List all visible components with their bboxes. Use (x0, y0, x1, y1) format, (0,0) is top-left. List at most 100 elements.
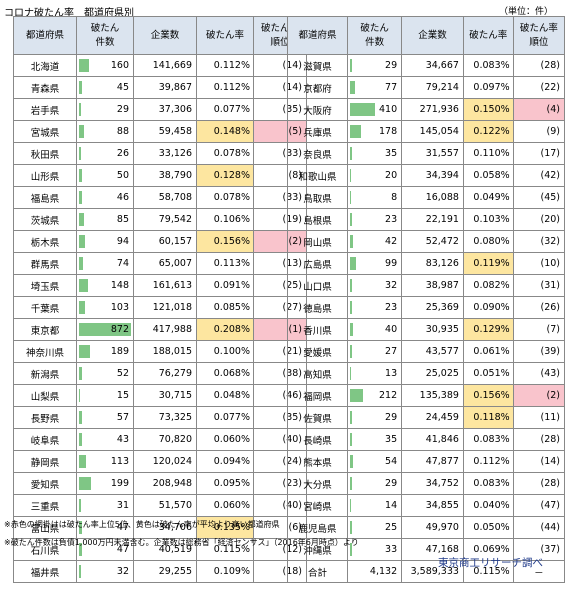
header-rate: 破たん率 (196, 16, 254, 55)
count-cell: 27 (347, 340, 403, 363)
rank-cell: (39) (512, 340, 565, 363)
count-bar (79, 477, 91, 490)
table-row: 山梨県 15 30,715 0.048% (46) (13, 384, 307, 407)
table-row: 広島県 99 83,126 0.119% (10) (286, 252, 565, 275)
count-value: 199 (110, 478, 129, 489)
count-value: 23 (385, 302, 398, 313)
count-value: 74 (116, 258, 129, 269)
pref-cell: 兵庫県 (286, 120, 349, 143)
rate-cell: 0.078% (196, 142, 254, 165)
table-row: 青森県 45 39,867 0.112% (14) (13, 76, 307, 99)
count-cell: 29 (347, 406, 403, 429)
table-row: 島根県 23 22,191 0.103% (20) (286, 208, 565, 231)
count-value: 33 (385, 544, 398, 555)
companies-cell: 79,542 (133, 208, 197, 231)
count-bar (79, 59, 89, 72)
count-cell: 189 (76, 340, 134, 363)
table-row: 東京都 872 417,988 0.208% (1) (13, 318, 307, 341)
left-table: 都道府県 破たん 件数 企業数 破たん率 破たん率 順位 北海道 160 141,669… (13, 16, 307, 583)
rate-cell: 0.091% (196, 274, 254, 297)
count-bar (79, 191, 82, 204)
rate-cell: 0.106% (196, 208, 254, 231)
pref-cell: 茨城県 (13, 208, 77, 231)
note-highlight: ※赤色の網掛けは破たん率上位5位、黄色は破たん率が平均より高い都道府県 (4, 520, 280, 529)
companies-cell: 145,054 (401, 120, 464, 143)
pref-cell: 大阪府 (286, 98, 349, 121)
header-companies: 企業数 (401, 16, 464, 55)
table-row: 岩手県 29 37,306 0.077% (35) (13, 98, 307, 121)
count-cell: 35 (347, 142, 403, 165)
rate-cell: 0.049% (462, 186, 514, 209)
count-bar (79, 169, 82, 182)
table-row: 大阪府 410 271,936 0.150% (4) (286, 98, 565, 121)
count-bar (350, 147, 353, 160)
count-cell: 178 (347, 120, 403, 143)
table-row: 愛媛県 27 43,577 0.061% (39) (286, 340, 565, 363)
count-bar (350, 257, 356, 270)
table-row: 群馬県 74 65,007 0.113% (13) (13, 252, 307, 275)
companies-cell: 135,389 (401, 384, 464, 407)
total-label: 合計 (286, 560, 349, 583)
rate-cell: 0.060% (196, 494, 254, 517)
count-value: 29 (385, 478, 398, 489)
count-cell: 88 (76, 120, 134, 143)
companies-cell: 79,214 (401, 76, 464, 99)
count-value: 872 (110, 324, 129, 335)
count-value: 103 (110, 302, 129, 313)
pref-cell: 京都府 (286, 76, 349, 99)
companies-cell: 25,369 (401, 296, 464, 319)
rate-cell: 0.097% (462, 76, 514, 99)
count-bar (350, 59, 352, 72)
companies-cell: 37,306 (133, 98, 197, 121)
pref-cell: 大分県 (286, 472, 349, 495)
count-bar (79, 279, 88, 292)
count-value: 47 (116, 522, 129, 533)
pref-cell: 三重県 (13, 494, 77, 517)
header-rank-line1: 破たん率 (519, 22, 558, 34)
table-row: 福島県 46 58,708 0.078% (33) (13, 186, 307, 209)
rank-cell: (4) (512, 98, 565, 121)
table-row: 福岡県 212 135,389 0.156% (2) (286, 384, 565, 407)
count-value: 42 (385, 236, 398, 247)
pref-cell: 香川県 (286, 318, 349, 341)
table-row: 兵庫県 178 145,054 0.122% (9) (286, 120, 565, 143)
table-row: 岐阜県 43 70,820 0.060% (40) (13, 428, 307, 451)
count-bar (79, 323, 131, 336)
companies-cell: 59,458 (133, 120, 197, 143)
count-bar (350, 521, 352, 534)
table-row: 愛知県 199 208,948 0.095% (23) (13, 472, 307, 495)
rank-cell: (11) (512, 406, 565, 429)
companies-cell: 41,846 (401, 428, 464, 451)
rate-cell: 0.083% (462, 472, 514, 495)
count-value: 113 (110, 456, 129, 467)
companies-cell: 39,867 (133, 76, 197, 99)
rank-cell: (47) (512, 494, 565, 517)
rate-cell: 0.118% (462, 406, 514, 429)
count-bar (79, 125, 85, 138)
companies-cell: 121,018 (133, 296, 197, 319)
count-bar (350, 499, 351, 512)
count-bar (79, 213, 85, 226)
companies-cell: 51,570 (133, 494, 197, 517)
rank-cell: (28) (512, 428, 565, 451)
count-value: 35 (385, 148, 398, 159)
pref-cell: 鹿児島県 (286, 516, 349, 539)
pref-cell: 埼玉県 (13, 274, 77, 297)
header-row: 都道府県 破たん 件数 企業数 破たん率 破たん率 順位 (13, 16, 307, 55)
table-row: 山口県 32 38,987 0.082% (31) (286, 274, 565, 297)
rank-cell: (2) (512, 384, 565, 407)
count-value: 212 (378, 390, 398, 401)
companies-cell: 417,988 (133, 318, 197, 341)
pref-cell: 神奈川県 (13, 340, 77, 363)
count-value: 410 (378, 104, 398, 115)
count-bar (350, 81, 355, 94)
count-bar (350, 345, 352, 358)
table-row: 千葉県 103 121,018 0.085% (27) (13, 296, 307, 319)
table-row: 福井県 32 29,255 0.109% (18) (13, 560, 307, 583)
count-value: 31 (116, 500, 129, 511)
count-bar (350, 125, 361, 138)
companies-cell: 29,255 (133, 560, 197, 583)
rate-cell: 0.060% (196, 428, 254, 451)
header-count-line2: 件数 (365, 36, 385, 48)
note-source-detail: ※破たん件数は負債1,000万円未満含む。企業数は総務省「経済センサス」（201… (4, 538, 359, 547)
